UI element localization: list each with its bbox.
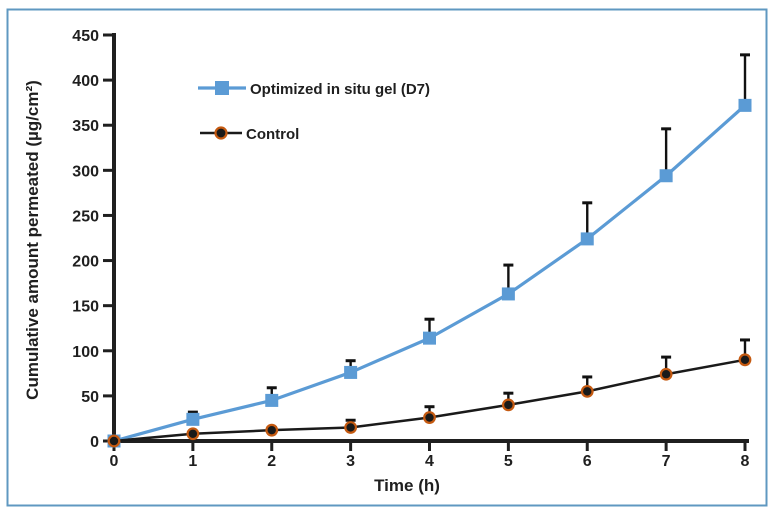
- y-tick-label: 100: [72, 344, 99, 361]
- square-data-marker: [423, 331, 436, 345]
- legend: Optimized in situ gel (D7) Control: [198, 81, 430, 143]
- square-data-marker: [344, 365, 358, 379]
- square-data-marker: [265, 393, 279, 407]
- square-data-marker: [738, 98, 752, 112]
- legend-item-control: Control: [200, 126, 299, 143]
- legend-circle-marker: [214, 126, 228, 140]
- plot-series: [107, 53, 752, 448]
- circle-data-marker: [659, 367, 673, 381]
- x-tick-label: 0: [110, 453, 119, 470]
- x-tick-label: 1: [188, 453, 197, 470]
- y-axis-title: Cumulative amount permeated (µg/cm²): [23, 80, 42, 400]
- y-tick-label: 0: [90, 434, 99, 451]
- y-tick-label: 450: [72, 28, 99, 45]
- circle-data-marker: [265, 423, 279, 437]
- x-tick-label: 8: [741, 453, 750, 470]
- y-tick-label: 250: [72, 208, 99, 225]
- legend-square-marker: [215, 81, 229, 95]
- y-tick-label: 300: [72, 163, 99, 180]
- y-tick-label: 50: [81, 389, 99, 406]
- x-tick-label: 5: [504, 453, 513, 470]
- square-data-marker: [580, 232, 594, 246]
- legend-label-control: Control: [246, 126, 299, 143]
- x-tick-label: 3: [346, 453, 355, 470]
- y-tick-label: 200: [72, 254, 99, 271]
- legend-label-optimized-gel: Optimized in situ gel (D7): [250, 81, 430, 98]
- y-tick-label: 150: [72, 299, 99, 316]
- axes: 0 50 100 150 200 250 300 350 400 450 0 1 2 3 4 5 6 7 8: [72, 28, 749, 470]
- circle-data-marker: [107, 434, 121, 448]
- square-data-marker: [659, 169, 673, 183]
- circle-data-marker: [738, 353, 752, 367]
- square-data-marker: [186, 412, 200, 426]
- circle-data-marker: [344, 421, 358, 434]
- x-tick-label: 2: [267, 453, 276, 470]
- circle-data-marker: [501, 398, 515, 412]
- circle-data-marker: [186, 427, 200, 441]
- x-tick-label: 7: [662, 453, 671, 470]
- circle-data-marker: [423, 411, 436, 424]
- y-tick-label: 400: [72, 73, 99, 90]
- x-axis-title: Time (h): [374, 476, 440, 495]
- circle-data-marker: [580, 384, 594, 398]
- square-data-marker: [501, 287, 515, 301]
- x-tick-label: 4: [425, 453, 434, 470]
- legend-item-optimized-gel: Optimized in situ gel (D7): [198, 81, 430, 98]
- y-tick-label: 350: [72, 118, 99, 135]
- x-tick-label: 6: [583, 453, 592, 470]
